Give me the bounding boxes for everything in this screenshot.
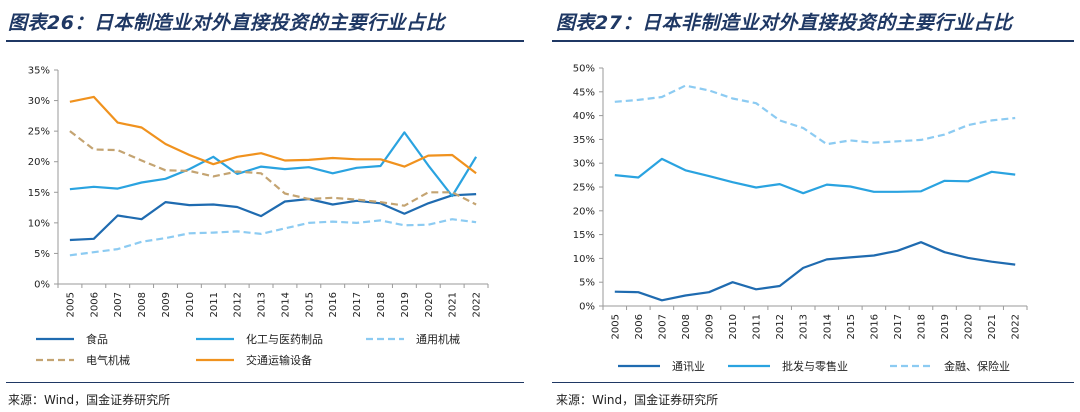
x-tick-label: 2021	[448, 292, 459, 317]
title-divider-right	[552, 40, 1074, 42]
x-tick-label: 2012	[775, 314, 786, 339]
x-tick-label: 2009	[161, 292, 172, 317]
y-tick-label: 15%	[28, 188, 50, 199]
source-divider-left	[6, 382, 524, 383]
x-tick-label: 2010	[185, 292, 196, 317]
source-note-right: 来源：Wind，国金证券研究所	[556, 393, 719, 407]
series-line-2	[614, 157, 1016, 195]
legend-label: 电气机械	[86, 353, 130, 367]
series-line-3	[69, 218, 477, 257]
y-tick-label: 25%	[573, 183, 595, 194]
x-tick-label: 2015	[304, 292, 315, 317]
x-tick-label: 2005	[610, 314, 621, 339]
y-tick-label: 30%	[28, 96, 50, 107]
y-tick-label: 15%	[573, 230, 595, 241]
y-tick-label: 20%	[573, 206, 595, 217]
x-tick-label: 2011	[209, 292, 220, 317]
x-tick-label: 2008	[681, 314, 692, 339]
legend-label: 金融、保险业	[944, 359, 1010, 373]
x-tick-label: 2010	[728, 314, 739, 339]
legend-label: 通讯业	[672, 360, 705, 373]
legend-label: 食品	[86, 332, 108, 346]
series-line-1	[69, 193, 477, 242]
y-tick-label: 50%	[573, 64, 595, 75]
x-tick-label: 2021	[987, 314, 998, 339]
chart-title-left: 图表26：日本制造业对外直接投资的主要行业占比	[8, 12, 445, 34]
x-tick-label: 2016	[869, 314, 880, 339]
series-line-3	[614, 84, 1016, 146]
series-line-1	[614, 241, 1016, 302]
x-tick-label: 2019	[940, 314, 951, 339]
x-tick-label: 2018	[917, 314, 928, 339]
x-tick-label: 2006	[89, 292, 100, 317]
x-tick-label: 2017	[893, 314, 904, 339]
x-tick-label: 2014	[280, 292, 291, 317]
y-tick-label: 10%	[573, 254, 595, 265]
x-tick-label: 2020	[424, 292, 435, 317]
y-tick-label: 30%	[573, 159, 595, 170]
y-tick-label: 35%	[573, 135, 595, 146]
x-tick-label: 2016	[328, 292, 339, 317]
y-tick-label: 0%	[34, 280, 50, 291]
y-tick-label: 25%	[28, 127, 50, 138]
x-tick-label: 2012	[233, 292, 244, 317]
y-tick-label: 45%	[573, 87, 595, 98]
x-tick-label: 2006	[634, 314, 645, 339]
y-tick-label: 5%	[34, 249, 50, 260]
legend-label: 交通运输设备	[246, 353, 312, 367]
x-tick-label: 2007	[657, 314, 668, 339]
x-tick-label: 2015	[846, 314, 857, 339]
series-line-5	[69, 95, 477, 175]
x-tick-label: 2013	[257, 292, 268, 317]
x-tick-label: 2011	[752, 314, 763, 339]
y-tick-label: 20%	[28, 157, 50, 168]
x-tick-label: 2005	[65, 292, 76, 317]
x-tick-label: 2022	[472, 292, 483, 317]
x-tick-label: 2008	[137, 292, 148, 317]
y-tick-label: 10%	[28, 218, 50, 229]
chart-title-right: 图表27：日本非制造业对外直接投资的主要行业占比	[556, 12, 1013, 34]
x-tick-label: 2017	[352, 292, 363, 317]
x-tick-label: 2007	[113, 292, 124, 317]
x-tick-label: 2019	[400, 292, 411, 317]
x-tick-label: 2018	[376, 292, 387, 317]
chart-2: 0% 5% 10% 15% 20% 25% 30% 35% 40% 45% 50% 2005 2006 2…	[573, 64, 1028, 373]
y-tick-label: 35%	[28, 66, 50, 77]
chart-1: 0% 5% 10% 15% 20% 25% 30% 35% 2005 2006 2007 2008 20…	[28, 66, 489, 367]
x-tick-label: 2009	[705, 314, 716, 339]
source-divider-right	[552, 382, 1074, 383]
x-tick-label: 2020	[964, 314, 975, 339]
source-note-left: 来源：Wind，国金证券研究所	[8, 393, 171, 407]
legend-label: 批发与零售业	[782, 359, 848, 373]
x-tick-label: 2013	[799, 314, 810, 339]
series-line-2	[69, 131, 478, 198]
legend-label: 化工与医药制品	[246, 332, 323, 346]
x-tick-label: 2014	[822, 314, 833, 339]
title-divider-left	[6, 40, 524, 42]
legend-label: 通用机械	[416, 332, 460, 346]
x-tick-label: 2022	[1011, 314, 1022, 339]
y-tick-label: 0%	[579, 302, 595, 313]
y-tick-label: 40%	[573, 111, 595, 122]
y-tick-label: 5%	[579, 278, 595, 289]
